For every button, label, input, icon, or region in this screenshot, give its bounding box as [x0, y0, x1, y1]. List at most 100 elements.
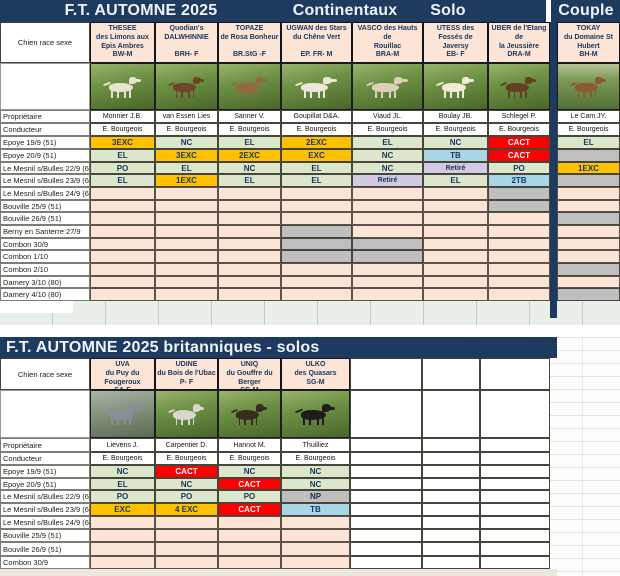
result-cell[interactable]: 1EXC	[557, 162, 620, 174]
owner-cell[interactable]: Monnier J.B.	[90, 110, 155, 123]
handler-cell[interactable]: E. Bourgeois	[423, 123, 488, 136]
event-label[interactable]: Le Mesnil s/Bulles 22/9 (60)	[0, 162, 90, 174]
handler-cell[interactable]: E. Bourgeois	[281, 123, 352, 136]
empty-cell[interactable]	[350, 503, 422, 516]
result-cell[interactable]: Retiré	[423, 162, 488, 174]
handler-cell[interactable]: E. Bourgeois	[90, 123, 155, 136]
result-cell[interactable]	[155, 212, 218, 225]
result-cell[interactable]	[90, 263, 155, 276]
result-cell[interactable]: NC	[155, 136, 218, 149]
empty-cell[interactable]	[422, 516, 480, 529]
owner-cell[interactable]: Carpentier D.	[155, 438, 218, 452]
event-label[interactable]: Epoye 19/9 (51)	[0, 465, 90, 478]
handler-row-label[interactable]: Conducteur	[0, 452, 90, 465]
result-cell[interactable]	[557, 212, 620, 225]
result-cell[interactable]	[90, 542, 155, 556]
handler-cell[interactable]: E. Bourgeois	[557, 123, 620, 136]
result-cell[interactable]	[352, 263, 423, 276]
event-label[interactable]: Le Mesnil s/Bulles 23/9 (60)	[0, 174, 90, 187]
result-cell[interactable]	[281, 542, 350, 556]
result-cell[interactable]: PO	[90, 162, 155, 174]
result-cell[interactable]: 4 EXC	[155, 503, 218, 516]
empty-cell[interactable]	[422, 438, 480, 452]
result-cell[interactable]	[352, 250, 423, 263]
result-cell[interactable]	[281, 263, 352, 276]
result-cell[interactable]	[218, 516, 281, 529]
result-cell[interactable]	[423, 250, 488, 263]
event-label[interactable]: Le Mesnil s/Bulles 24/9 (60)	[0, 187, 90, 200]
result-cell[interactable]	[352, 238, 423, 250]
handler-row-label[interactable]: Conducteur	[0, 123, 90, 136]
result-cell[interactable]: TB	[281, 503, 350, 516]
event-label[interactable]: Damery 3/10 (80)	[0, 276, 90, 288]
event-label[interactable]: Berny en Santerre 27/9	[0, 225, 90, 238]
result-cell[interactable]	[423, 288, 488, 301]
result-cell[interactable]: 1EXC	[155, 174, 218, 187]
result-cell[interactable]	[281, 225, 352, 238]
empty-cell[interactable]	[350, 358, 422, 390]
empty-cell[interactable]	[350, 542, 422, 556]
result-cell[interactable]	[90, 516, 155, 529]
handler-cell[interactable]: E. Bourgeois	[218, 452, 281, 465]
empty-cell[interactable]	[422, 542, 480, 556]
empty-cell[interactable]	[422, 465, 480, 478]
result-cell[interactable]: EL	[352, 136, 423, 149]
empty-cell[interactable]	[480, 465, 550, 478]
result-cell[interactable]	[155, 263, 218, 276]
result-cell[interactable]: 2EXC	[218, 149, 281, 162]
result-cell[interactable]: NC	[218, 465, 281, 478]
result-cell[interactable]	[218, 542, 281, 556]
owner-cell[interactable]: Thuilliez	[281, 438, 350, 452]
empty-cell[interactable]	[422, 490, 480, 503]
result-cell[interactable]: NC	[352, 149, 423, 162]
result-cell[interactable]	[218, 225, 281, 238]
owner-row-label[interactable]: Propriétaire	[0, 110, 90, 123]
result-cell[interactable]: EL	[218, 136, 281, 149]
result-cell[interactable]: EL	[423, 174, 488, 187]
result-cell[interactable]	[557, 250, 620, 263]
empty-cell[interactable]	[350, 478, 422, 490]
result-cell[interactable]	[218, 556, 281, 569]
result-cell[interactable]	[423, 212, 488, 225]
result-cell[interactable]	[557, 200, 620, 212]
handler-cell[interactable]: E. Bourgeois	[281, 452, 350, 465]
result-cell[interactable]	[281, 529, 350, 542]
result-cell[interactable]	[90, 556, 155, 569]
result-cell[interactable]	[557, 288, 620, 301]
empty-cell[interactable]	[480, 452, 550, 465]
dog-name-cell[interactable]: THESEE des Limons aux Epis Ambres BW-M	[90, 22, 155, 63]
dog-name-cell[interactable]: UBER de l'Etang de la Jeussière DRA-M	[488, 22, 550, 63]
result-cell[interactable]: Retiré	[352, 174, 423, 187]
result-cell[interactable]: EXC	[90, 503, 155, 516]
event-label[interactable]: Le Mesnil s/Bulles 24/9 (60)	[0, 516, 90, 529]
result-cell[interactable]: EL	[90, 478, 155, 490]
empty-cell[interactable]	[480, 438, 550, 452]
result-cell[interactable]: NP	[281, 490, 350, 503]
empty-cell[interactable]	[480, 358, 550, 390]
empty-cell[interactable]	[480, 490, 550, 503]
empty-cell[interactable]	[350, 516, 422, 529]
event-label[interactable]: Le Mesnil s/Bulles 23/9 (60)	[0, 503, 90, 516]
empty-cell[interactable]	[422, 358, 480, 390]
result-cell[interactable]	[423, 263, 488, 276]
result-cell[interactable]	[281, 288, 352, 301]
result-cell[interactable]: NC	[90, 465, 155, 478]
result-cell[interactable]	[155, 529, 218, 542]
owner-cell[interactable]: van Essen Lies	[155, 110, 218, 123]
event-label[interactable]: Bouville 26/9 (51)	[0, 212, 90, 225]
result-cell[interactable]	[557, 174, 620, 187]
empty-cell[interactable]	[350, 438, 422, 452]
result-cell[interactable]: CACT	[488, 149, 550, 162]
result-cell[interactable]: EL	[90, 174, 155, 187]
dog-name-cell[interactable]: UTESS des Fossés de Javersy EB- F	[423, 22, 488, 63]
result-cell[interactable]: PO	[155, 490, 218, 503]
event-label[interactable]: Bouville 25/9 (51)	[0, 200, 90, 212]
result-cell[interactable]	[155, 276, 218, 288]
result-cell[interactable]	[423, 276, 488, 288]
result-cell[interactable]	[281, 212, 352, 225]
result-cell[interactable]	[423, 225, 488, 238]
result-cell[interactable]: EL	[281, 174, 352, 187]
owner-cell[interactable]: Sanner V.	[218, 110, 281, 123]
result-cell[interactable]: EL	[218, 174, 281, 187]
result-cell[interactable]	[90, 200, 155, 212]
